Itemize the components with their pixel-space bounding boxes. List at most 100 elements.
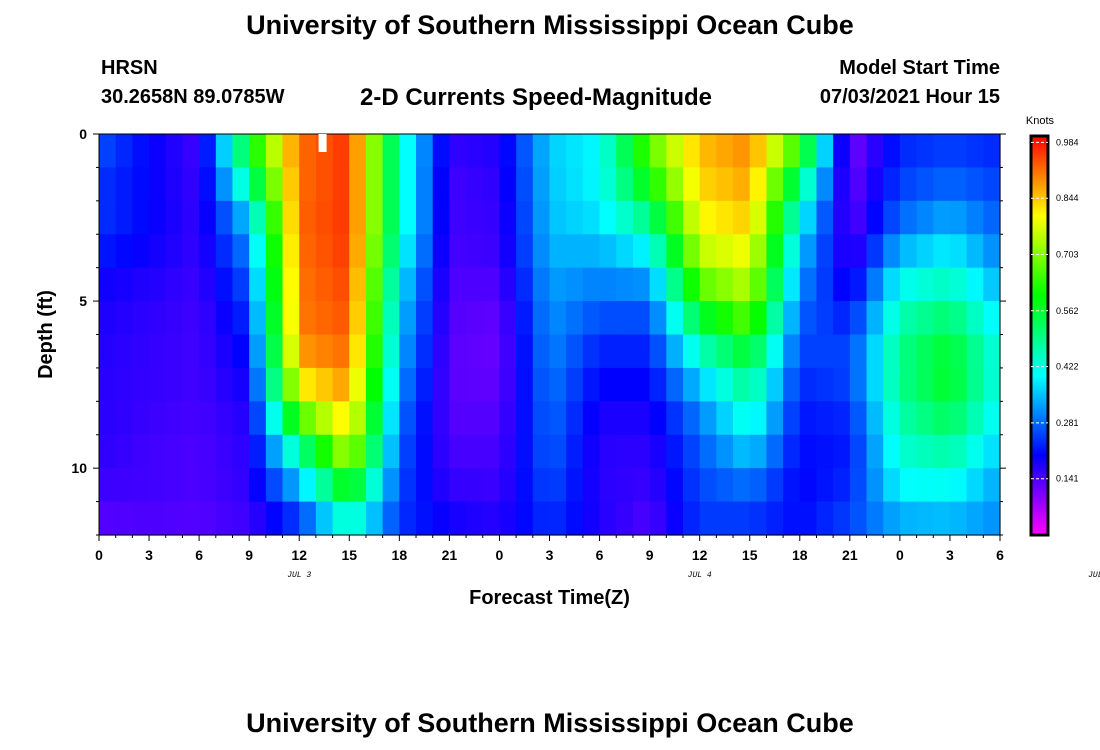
heatmap-cell <box>949 367 968 402</box>
heatmap-cell <box>599 167 617 202</box>
heatmap-cell <box>699 134 717 169</box>
heatmap-cell <box>816 134 834 169</box>
heatmap-cell <box>916 334 934 369</box>
heatmap-cell <box>666 267 684 302</box>
heatmap-cell <box>716 434 734 469</box>
heatmap-cell <box>265 167 284 202</box>
heatmap-cell <box>599 301 617 336</box>
heatmap-cell <box>566 267 584 302</box>
heatmap-cell <box>749 234 768 269</box>
heatmap-cell <box>532 267 551 302</box>
heatmap-cell <box>749 334 768 369</box>
colorbar-tick-label: 0.844 <box>1056 193 1079 203</box>
heatmap-cell <box>582 434 601 469</box>
heatmap-cell <box>482 301 501 336</box>
heatmap-cell <box>332 501 350 536</box>
heatmap-cell <box>299 234 317 269</box>
x-tick-label: 3 <box>145 547 153 563</box>
heatmap-cell <box>416 234 434 269</box>
heatmap-cell <box>766 334 784 369</box>
heatmap-cell <box>365 134 384 169</box>
y-tick-label: 5 <box>79 293 87 309</box>
heatmap-cell <box>799 434 818 469</box>
heatmap-cell <box>299 468 317 503</box>
heatmap-cell <box>315 200 334 235</box>
heatmap-cell <box>733 200 751 235</box>
heatmap-cell <box>532 301 551 336</box>
heatmap-cell <box>616 167 634 202</box>
heatmap-cell <box>482 134 501 169</box>
heatmap-cell <box>599 234 617 269</box>
heatmap-cell <box>399 234 417 269</box>
heatmap-cell <box>132 167 150 202</box>
heatmap-cell <box>632 234 651 269</box>
heatmap-cell <box>899 200 918 235</box>
heatmap-cell <box>115 267 133 302</box>
heatmap-cell <box>949 267 968 302</box>
heatmap-cell <box>599 267 617 302</box>
station-coordinates: 30.2658N 89.0785W <box>101 86 285 108</box>
heatmap-cell <box>966 134 984 169</box>
heatmap-cell <box>616 367 634 402</box>
heatmap-cell <box>199 468 217 503</box>
heatmap-cell <box>716 200 734 235</box>
heatmap-cell <box>983 200 1001 235</box>
footer-title: University of Southern Mississippi Ocean… <box>246 708 854 738</box>
heatmap-cell <box>682 167 701 202</box>
x-tick-label: 18 <box>792 547 808 563</box>
heatmap-cell <box>949 501 968 536</box>
heatmap-cell <box>599 501 617 536</box>
heatmap-cell <box>516 301 534 336</box>
heatmap-cell <box>599 134 617 169</box>
heatmap-cell <box>616 134 634 169</box>
heatmap-cell <box>282 234 300 269</box>
heatmap-cell <box>332 367 350 402</box>
heatmap-cell <box>899 468 918 503</box>
heatmap-cell <box>833 468 851 503</box>
heatmap-cell <box>182 434 200 469</box>
heatmap-cell <box>466 200 484 235</box>
heatmap-cell <box>382 301 400 336</box>
heatmap-cell <box>649 468 667 503</box>
heatmap-cell <box>282 200 300 235</box>
heatmap-cell <box>332 267 350 302</box>
heatmap-cell <box>299 167 317 202</box>
heatmap-cell <box>933 200 951 235</box>
heatmap-cell <box>299 434 317 469</box>
heatmap-cell <box>666 234 684 269</box>
heatmap-cell <box>215 434 234 469</box>
heatmap-cell <box>716 468 734 503</box>
heatmap-cell <box>866 367 884 402</box>
heatmap-cell <box>783 367 801 402</box>
heatmap-cell <box>199 501 217 536</box>
heatmap-cell <box>883 200 901 235</box>
heatmap-cell <box>349 367 367 402</box>
heatmap-cell <box>983 334 1001 369</box>
heatmap-cell <box>516 367 534 402</box>
heatmap-cell <box>532 434 551 469</box>
heatmap-cell <box>849 200 868 235</box>
heatmap-cell <box>165 434 184 469</box>
heatmap-cell <box>783 501 801 536</box>
heatmap-cell <box>149 367 167 402</box>
heatmap-cell <box>966 267 984 302</box>
heatmap-cell <box>249 167 267 202</box>
heatmap-cell <box>682 367 701 402</box>
y-axis-label: Depth (ft) <box>35 290 57 379</box>
heatmap-cell <box>232 468 250 503</box>
heatmap-cell <box>816 234 834 269</box>
heatmap-cell <box>215 167 234 202</box>
heatmap-cell <box>766 367 784 402</box>
heatmap-cell <box>249 301 267 336</box>
x-tick-label: 0 <box>95 547 103 563</box>
heatmap-cell <box>499 234 517 269</box>
heatmap-cell <box>466 501 484 536</box>
heatmap-cell <box>299 501 317 536</box>
heatmap-cell <box>666 334 684 369</box>
heatmap-cell <box>949 434 968 469</box>
heatmap-cell <box>416 200 434 235</box>
heatmap-cell <box>349 167 367 202</box>
heatmap-cell <box>532 167 551 202</box>
heatmap-cell <box>466 434 484 469</box>
heatmap-cell <box>349 468 367 503</box>
